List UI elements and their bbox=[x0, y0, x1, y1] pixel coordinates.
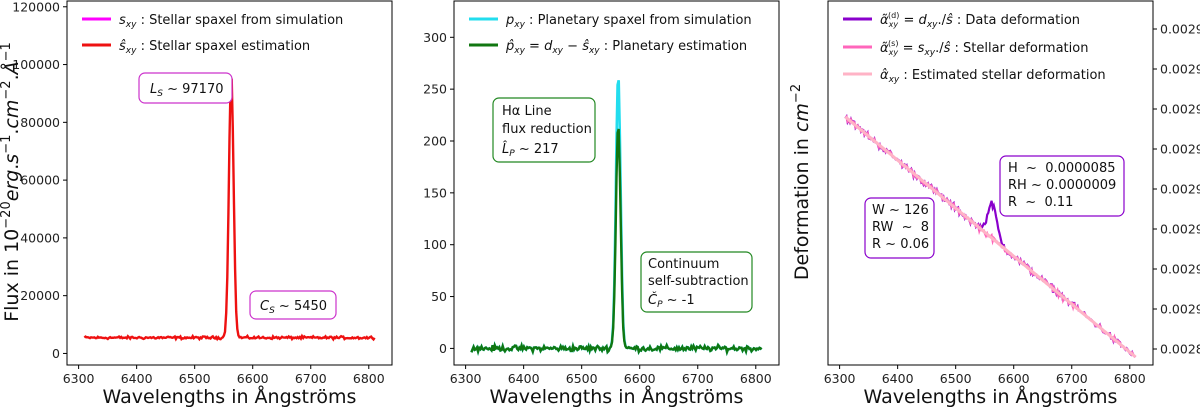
plot-area-frame bbox=[827, 0, 1154, 366]
y-tick-label: 300 bbox=[423, 30, 447, 45]
annotation-line-3: R ~ 0.06 bbox=[872, 237, 929, 252]
annotation-line-1: Continuum bbox=[648, 257, 719, 272]
x-axis-label: Wavelengths in Ångströms bbox=[490, 385, 744, 408]
x-tick-label: 6700 bbox=[295, 371, 327, 386]
x-tick-label: 6400 bbox=[508, 371, 540, 386]
y-tick-label: 0.00293 bbox=[1160, 182, 1200, 197]
annotation-line-1: Hα Line bbox=[502, 104, 552, 119]
x-tick-label: 6800 bbox=[353, 371, 385, 386]
legend-label-data-deformation: α̃xy(d) = dxy./ŝ : Data deformation bbox=[880, 11, 1080, 30]
annotation-height: H ~ 0.0000085 RH ~ 0.0000009 R ~ 0.11 bbox=[999, 155, 1125, 217]
y-tick-label: 0 bbox=[439, 341, 447, 356]
annotation-line-2: RH ~ 0.0000009 bbox=[1008, 178, 1116, 193]
legend-label-planet-sim: pxy : Planetary spaxel from simulation bbox=[505, 13, 752, 30]
y-tick-label: 40000 bbox=[20, 230, 60, 245]
panel-planetary-spaxel: 6300 6400 6500 6600 6700 6800 0 50 100 150 200 250… bbox=[423, 0, 780, 408]
svg-text:LS ~ 97170: LS ~ 97170 bbox=[150, 82, 223, 99]
x-tick-label: 6300 bbox=[824, 371, 856, 386]
annotation-line-2: flux reduction bbox=[502, 122, 592, 137]
x-tick-label: 6500 bbox=[940, 371, 972, 386]
x-tick-label: 6500 bbox=[179, 371, 211, 386]
y-axis-label: Flux in 10−20erg.s−1.cm−2.Å−1 bbox=[0, 42, 23, 322]
legend-label-stellar-est: ŝxy : Stellar spaxel estimation bbox=[119, 39, 310, 56]
y-tick-label: 0.00294 bbox=[1160, 142, 1200, 157]
annotation-halpha-reduction: Hα Line flux reduction L̂P ~ 217 bbox=[492, 97, 596, 163]
x-tick-label: 6800 bbox=[1114, 371, 1146, 386]
x-tick-label: 6600 bbox=[624, 371, 656, 386]
series-line-stellar-estimation bbox=[83, 78, 376, 342]
svg-text:ČP ~ -1: ČP ~ -1 bbox=[648, 292, 695, 310]
legend-label-stellar-sim: sxy : Stellar spaxel from simulation bbox=[119, 13, 343, 30]
annotation-width: W ~ 126 RW ~ 8 R ~ 0.06 bbox=[864, 197, 935, 259]
y-axis-label: Deformation in cm−2 bbox=[789, 84, 813, 280]
y-tick-label: 150 bbox=[423, 185, 447, 200]
x-axis-label: Wavelengths in Ångströms bbox=[103, 385, 357, 408]
svg-text:CS ~ 5450: CS ~ 5450 bbox=[260, 299, 327, 316]
x-tick-label: 6500 bbox=[566, 371, 598, 386]
y-tick-label: 20000 bbox=[20, 288, 60, 303]
y-tick-label: 80000 bbox=[20, 115, 60, 130]
y-tick-label: 0.00295 bbox=[1160, 102, 1200, 117]
x-axis-label: Wavelengths in Ångströms bbox=[864, 385, 1118, 408]
series-line-estimated-deformation bbox=[844, 115, 1137, 359]
y-tick-label: 250 bbox=[423, 82, 447, 97]
plot-area-frame bbox=[453, 0, 780, 366]
annotation-line-1: W ~ 126 bbox=[872, 203, 929, 218]
series-line-planet-estimation bbox=[470, 128, 763, 357]
y-tick-label: 200 bbox=[423, 134, 447, 149]
y-tick-label: 0.00292 bbox=[1160, 222, 1200, 237]
plot-area-frame bbox=[66, 0, 393, 366]
annotation-line-2: RW ~ 8 bbox=[872, 220, 929, 235]
legend-label-planet-est: p̂xy = dxy − ŝxy : Planetary estimation bbox=[505, 39, 747, 56]
legend-label-stellar-deformation: α̃xy(s) = sxy./ŝ : Stellar deformation bbox=[880, 39, 1088, 58]
legend: α̃xy(d) = dxy./ŝ : Data deformation α̃xy… bbox=[843, 11, 1106, 85]
x-tick-label: 6600 bbox=[237, 371, 269, 386]
y-tick-label: 0.00297 bbox=[1160, 22, 1200, 37]
annotation-continuum-subtraction: Continuum self-subtraction ČP ~ -1 bbox=[640, 251, 753, 313]
x-tick-label: 6700 bbox=[1056, 371, 1088, 386]
annotation-peak-flux: LS ~ 97170 bbox=[138, 72, 233, 104]
panel-stellar-spaxel: 6300 6400 6500 6600 6700 6800 0 20000 40000 6000… bbox=[0, 0, 393, 408]
y-tick-label: 120000 bbox=[12, 0, 60, 14]
svg-text:L̂P ~ 217: L̂P ~ 217 bbox=[502, 142, 559, 159]
x-tick-label: 6800 bbox=[740, 371, 772, 386]
y-tick-label: 0.00289 bbox=[1160, 342, 1200, 357]
x-tick-label: 6300 bbox=[450, 371, 482, 386]
x-tick-label: 6300 bbox=[63, 371, 95, 386]
annotation-line-1: H ~ 0.0000085 bbox=[1008, 161, 1116, 176]
x-tick-label: 6400 bbox=[882, 371, 914, 386]
x-tick-label: 6600 bbox=[998, 371, 1030, 386]
annotation-line-2: self-subtraction bbox=[648, 274, 749, 289]
legend-label-estimated-deformation: α̂xy : Estimated stellar deformation bbox=[880, 68, 1106, 85]
x-tick-label: 6700 bbox=[682, 371, 714, 386]
y-tick-label: 100 bbox=[423, 237, 447, 252]
legend: sxy : Stellar spaxel from simulation ŝxy… bbox=[82, 13, 343, 56]
annotation-continuum: CS ~ 5450 bbox=[249, 290, 337, 320]
y-tick-label: 50 bbox=[431, 289, 447, 304]
y-tick-label: 0.00296 bbox=[1160, 62, 1200, 77]
y-tick-label: 0.00291 bbox=[1160, 262, 1200, 277]
annotation-line-3: R ~ 0.11 bbox=[1008, 195, 1073, 210]
y-tick-label: 100000 bbox=[12, 57, 60, 72]
y-tick-label: 0 bbox=[52, 346, 60, 361]
legend: pxy : Planetary spaxel from simulation p… bbox=[469, 13, 752, 56]
y-tick-label: 60000 bbox=[20, 173, 60, 188]
x-tick-label: 6400 bbox=[121, 371, 153, 386]
